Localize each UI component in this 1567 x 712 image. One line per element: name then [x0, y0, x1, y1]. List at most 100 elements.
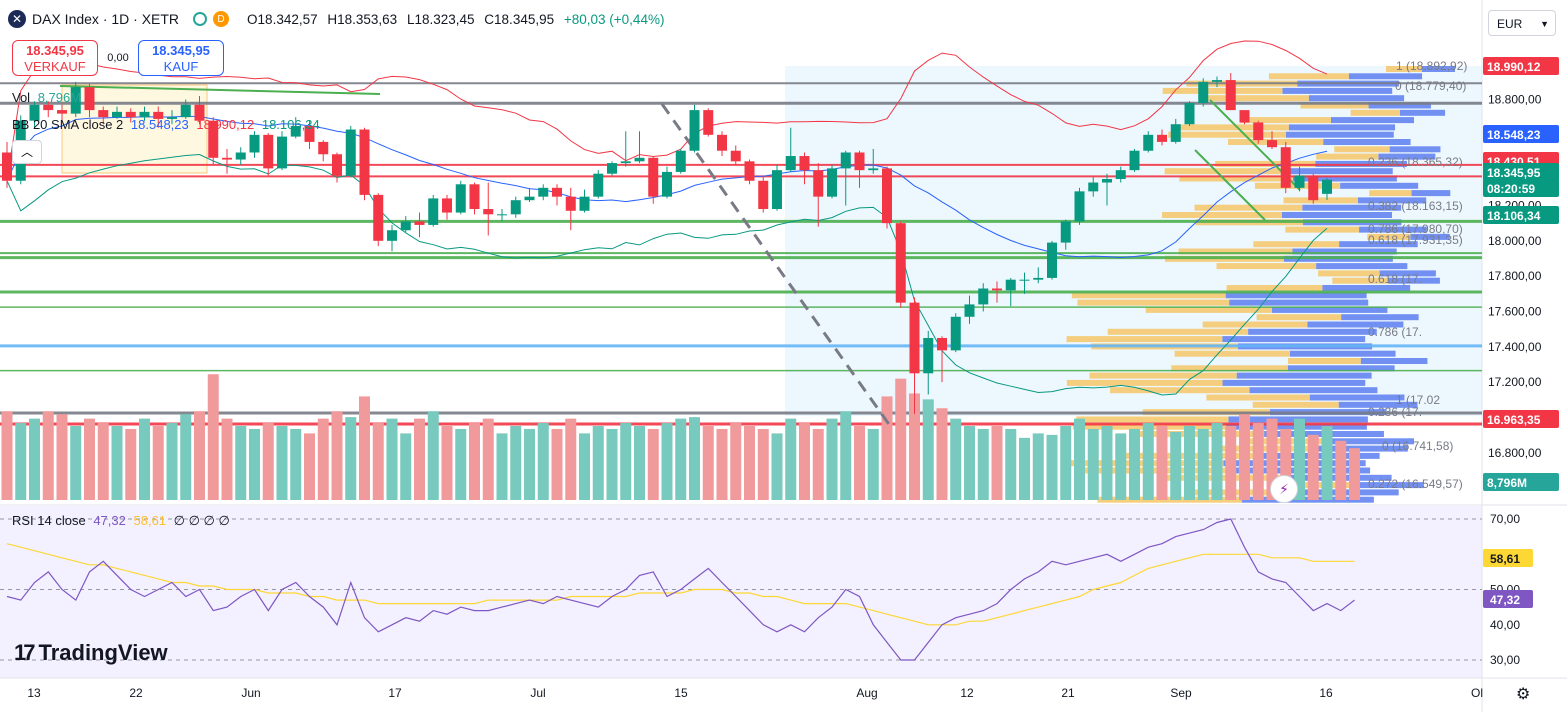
volume-bars — [1, 374, 1360, 500]
chevron-down-icon: ▼ — [1540, 19, 1549, 29]
bollinger-legend[interactable]: BB 20 SMA close 2 18.548,23 18.990,12 18… — [12, 117, 320, 132]
volume-bar — [867, 428, 879, 500]
candle-body — [167, 117, 177, 119]
price-tag — [1483, 410, 1559, 428]
candle-body — [593, 173, 604, 197]
symbol-title[interactable]: DAX Index · 1D · XETR — [32, 11, 180, 27]
volume-bar — [262, 423, 274, 500]
candle-body — [717, 134, 727, 151]
volume-bar — [496, 433, 508, 500]
candle-body — [992, 288, 1002, 291]
volume-profile-bar-blue — [1379, 270, 1436, 277]
volume-legend[interactable]: Vol 8,796M — [12, 90, 81, 105]
candle-body — [579, 196, 590, 211]
volume-profile-bar-yellow — [1216, 263, 1317, 270]
volume-profile-bar-yellow — [1107, 328, 1249, 335]
volume-profile-bar-blue — [1229, 299, 1369, 306]
candle-body — [235, 152, 246, 160]
volume-bar — [1335, 440, 1347, 500]
volume-profile-bar-blue — [1288, 124, 1396, 131]
high-value: H18.353,63 — [327, 11, 398, 27]
candle-body — [895, 223, 906, 303]
bollinger-upper-line — [6, 40, 1328, 181]
volume-bar — [689, 417, 700, 500]
buy-button[interactable]: 18.345,95 KAUF — [138, 40, 224, 76]
volume-bar — [510, 426, 522, 500]
volume-profile-bar-blue — [1341, 314, 1419, 321]
fib-level-label: 0.272 (16.549,57) — [1368, 477, 1463, 491]
volume-bar — [771, 433, 783, 500]
volume-bar — [482, 418, 494, 500]
volume-profile-bar-yellow — [1252, 401, 1339, 408]
alert-icon[interactable]: ⚡ — [1270, 475, 1298, 503]
time-axis-label: 16 — [1319, 686, 1333, 700]
candle-body — [332, 154, 342, 176]
volume-profile-bar-blue — [1285, 131, 1394, 138]
candle-body — [813, 170, 824, 197]
fib-level-label: 0 (18.779,40) — [1395, 79, 1466, 93]
volume-profile-bar-blue — [1292, 248, 1397, 255]
volume-bar — [647, 428, 659, 500]
candle-body — [620, 161, 631, 164]
candle-body — [249, 134, 260, 153]
volume-profile-bar-blue — [1225, 292, 1367, 299]
price-tag-label: 08:20:59 — [1487, 182, 1535, 196]
volume-bar — [579, 433, 590, 500]
volume-profile-bar-yellow — [1367, 233, 1411, 240]
chevron-up-icon: ︿ — [20, 145, 33, 159]
candle-body — [345, 129, 356, 176]
candle-body — [112, 111, 122, 118]
volume-profile-bar-yellow — [1204, 95, 1309, 102]
volume-profile-bar-blue — [1308, 95, 1405, 102]
volume-bar — [1101, 426, 1113, 500]
volume-bar — [372, 423, 384, 500]
rsi-legend[interactable]: RSI 14 close 47,32 58,61 ∅ ∅ ∅ ∅ — [12, 513, 230, 529]
volume-bar — [469, 423, 480, 500]
volume-profile-bar-yellow — [1089, 372, 1237, 379]
collapse-legend-button[interactable]: ︿ — [12, 140, 42, 164]
price-axis-label: 17.200,00 — [1488, 375, 1542, 389]
volume-bar — [97, 423, 109, 500]
rsi-tag — [1483, 549, 1533, 567]
candle-body — [263, 134, 274, 169]
volume-bar — [1266, 418, 1278, 500]
volume-bar — [1005, 428, 1017, 500]
gear-icon[interactable]: ⚙ — [1516, 686, 1531, 703]
volume-bar — [276, 426, 288, 500]
volume-bar — [1046, 434, 1058, 500]
volume-bar — [950, 418, 962, 500]
volume-profile-bar-yellow — [1066, 379, 1223, 386]
candle-body — [1294, 175, 1305, 188]
rsi-tag-label: 47,32 — [1490, 593, 1520, 607]
volume-bar — [139, 418, 150, 500]
candle-body — [607, 163, 617, 174]
candle-body — [1322, 179, 1332, 194]
volume-profile-bar-blue — [1388, 277, 1440, 284]
volume-profile-bar-yellow — [1164, 168, 1284, 175]
candle-body — [1253, 122, 1264, 141]
sell-button[interactable]: 18.345,95 VERKAUF — [12, 40, 98, 76]
candle-body — [483, 209, 494, 215]
volume-profile-bar-blue — [1330, 438, 1414, 445]
tradingview-logo[interactable]: 17 TradingView — [14, 640, 168, 666]
volume-bar — [1170, 431, 1182, 500]
candle-body — [359, 129, 370, 195]
candle-body — [1184, 103, 1195, 125]
time-axis-label: Aug — [856, 686, 877, 700]
currency-select[interactable]: EUR ▼ — [1488, 10, 1556, 36]
volume-bar — [1087, 428, 1099, 500]
volume-profile-bar-blue — [1316, 263, 1408, 270]
candle-body — [57, 110, 67, 114]
volume-bar — [207, 374, 219, 500]
volume-profile-bar-blue — [1359, 226, 1427, 233]
price-axis-label: 17.600,00 — [1488, 304, 1542, 318]
volume-bar — [84, 418, 95, 500]
candle-body — [937, 337, 947, 351]
volume-profile-bar-yellow — [1066, 336, 1223, 343]
candle-body — [648, 157, 659, 197]
volume-bar — [166, 423, 178, 500]
candles — [2, 73, 1332, 414]
fib-level-label: 0.618 (17.931,35) — [1368, 233, 1463, 247]
close-x-icon[interactable]: ✕ — [8, 10, 26, 28]
